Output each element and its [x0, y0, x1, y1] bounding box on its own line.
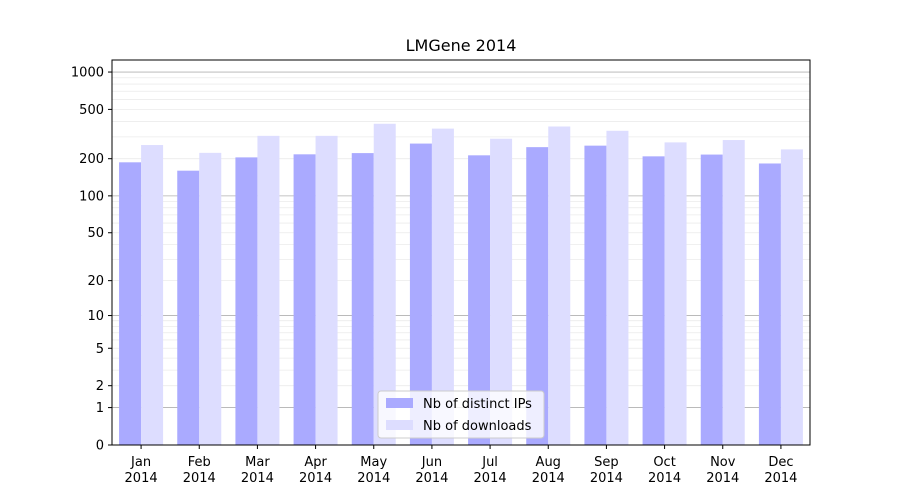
y-tick-label: 2 — [96, 379, 104, 394]
x-tick-label-year: 2014 — [299, 471, 332, 486]
bar-distinct-ips — [642, 156, 665, 445]
bar-distinct-ips — [468, 155, 491, 445]
y-tick-label: 5 — [96, 342, 104, 357]
bar-distinct-ips — [177, 170, 200, 445]
bar-distinct-ips — [758, 163, 781, 446]
x-tick-label-month: Sep — [594, 455, 619, 470]
bar-downloads — [664, 142, 687, 445]
bar-distinct-ips — [351, 153, 374, 445]
x-tick-label-month: May — [360, 455, 387, 470]
bar-distinct-ips — [409, 143, 432, 445]
legend-frame — [377, 390, 545, 439]
x-tick-label-month: Oct — [653, 455, 675, 470]
x-tick-label-year: 2014 — [241, 471, 274, 486]
bar-downloads — [722, 140, 745, 446]
legend-swatch-ips — [386, 398, 413, 408]
y-tick-label: 1 — [96, 401, 104, 416]
x-tick-label-month: Dec — [768, 455, 793, 470]
x-tick-label-year: 2014 — [474, 471, 507, 486]
x-tick-label-month: Apr — [304, 455, 327, 470]
bar-distinct-ips — [293, 154, 316, 445]
y-tick-label: 1000 — [71, 66, 104, 81]
y-tick-label: 200 — [79, 152, 104, 167]
bar-downloads — [141, 145, 164, 445]
x-tick-label-month: Jan — [130, 455, 151, 470]
plot-frame — [111, 59, 811, 446]
x-tick-label-month: Feb — [188, 455, 211, 470]
x-tick-label-year: 2014 — [183, 471, 216, 486]
chart-title: LMGene 2014 — [406, 36, 517, 55]
bar-downloads — [199, 152, 222, 446]
y-tick-label: 500 — [79, 103, 104, 118]
legend-label-downloads: Nb of downloads — [423, 419, 532, 434]
legend: Nb of distinct IPs Nb of downloads — [377, 390, 545, 439]
bar-distinct-ips — [526, 147, 549, 445]
bar-distinct-ips — [700, 154, 723, 445]
bar-downloads — [431, 128, 454, 446]
legend-swatch-downloads — [386, 420, 413, 430]
x-tick-label-month: Aug — [536, 455, 561, 470]
x-tick-label-year: 2014 — [590, 471, 623, 486]
y-tick-label: 10 — [87, 309, 104, 324]
x-tick-label-year: 2014 — [532, 471, 565, 486]
y-tick-label: 0 — [96, 439, 104, 454]
bar-downloads — [606, 130, 629, 445]
y-tick-label: 100 — [79, 189, 104, 204]
bar-downloads — [548, 126, 571, 445]
bar-downloads — [315, 135, 338, 445]
x-tick-label-year: 2014 — [706, 471, 739, 486]
x-tick-label-year: 2014 — [648, 471, 681, 486]
bar-downloads — [490, 138, 513, 446]
bar-distinct-ips — [584, 145, 607, 445]
y-tick-label: 20 — [87, 274, 104, 289]
x-tick-label-year: 2014 — [357, 471, 390, 486]
bar-distinct-ips — [119, 162, 142, 445]
bar-downloads — [373, 123, 396, 445]
x-tick-label-month: Nov — [710, 455, 736, 470]
bar-downloads — [257, 135, 280, 445]
bar-downloads — [780, 149, 803, 446]
x-tick-label-month: Jul — [481, 455, 498, 470]
y-tick-label: 50 — [87, 226, 104, 241]
x-tick-label-year: 2014 — [415, 471, 448, 486]
x-tick-label-year: 2014 — [125, 471, 158, 486]
x-tick-label-month: Mar — [245, 455, 270, 470]
x-tick-label-month: Jun — [421, 455, 442, 470]
bar-distinct-ips — [235, 157, 258, 445]
x-tick-label-year: 2014 — [764, 471, 797, 486]
legend-label-ips: Nb of distinct IPs — [423, 397, 532, 412]
